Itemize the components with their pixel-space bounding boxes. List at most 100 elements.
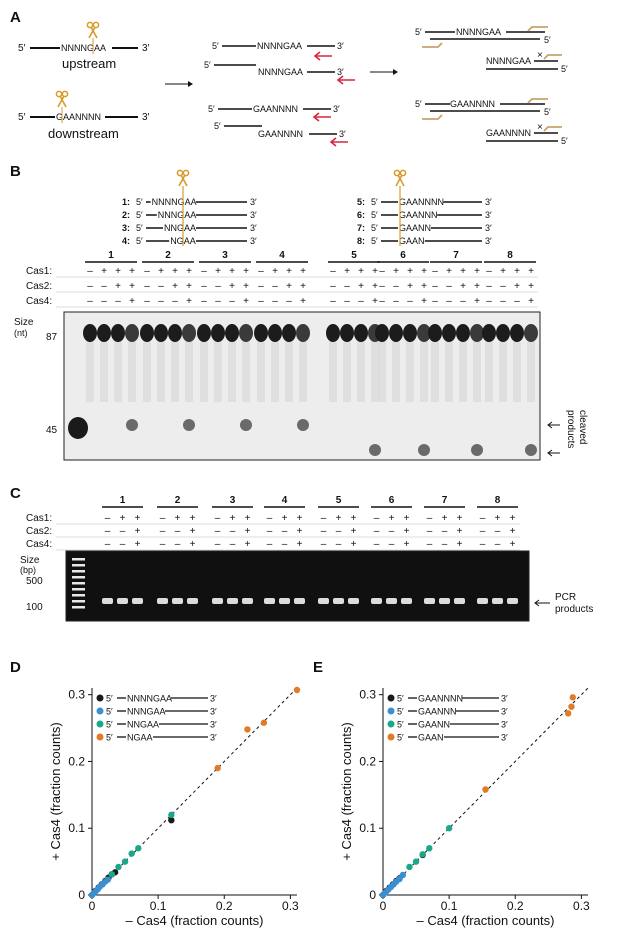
lane-sign: – [389, 539, 395, 550]
gel-band [126, 419, 138, 431]
data-point [168, 811, 175, 819]
pcr-band [424, 598, 435, 604]
gel-smear [171, 342, 179, 402]
lane-sign: + [229, 266, 235, 277]
lane-sign: – [358, 296, 364, 307]
lane-sign: – [215, 296, 221, 307]
data-point [445, 825, 453, 832]
lane-sign: + [457, 526, 463, 537]
data-point [419, 851, 426, 858]
gel-band [268, 324, 282, 342]
size-label: Size [14, 317, 34, 328]
gel-smear [271, 342, 279, 402]
identity-line [91, 687, 298, 896]
legend-marker [387, 694, 395, 702]
gel-smear [343, 342, 351, 402]
lane-sign: – [486, 266, 492, 277]
y-tick-label: 0.1 [68, 821, 85, 835]
lane-sign: – [267, 526, 273, 537]
group-label: 8 [495, 495, 501, 506]
gel-smear [242, 342, 250, 402]
data-point [244, 726, 251, 733]
gel-band [240, 419, 252, 431]
three-prime-label: 3′ [250, 210, 257, 220]
pcr-band [227, 598, 238, 604]
lane-sign: – [379, 296, 385, 307]
pcr-band [294, 598, 305, 604]
gel-band [97, 324, 111, 342]
panel-b: B 1: 5′ NNNNGAA 3′ 2: 5′ NNNGAA 3′ 3: 5′ NNGAA 3′ 4:… [10, 163, 588, 461]
gel-smear [285, 342, 293, 402]
lane-sign: + [372, 281, 378, 292]
gel-smear [459, 342, 467, 402]
lane-sign: – [330, 281, 336, 292]
gel-smear [378, 342, 386, 402]
group-label: 2 [165, 250, 171, 261]
data-point [569, 694, 576, 701]
pcr-scheme-upstream: 5′ NNNNGAA 5′ NNNNGAA 5′ × [415, 26, 568, 74]
group-label: 2 [175, 495, 181, 506]
legend-three-prime: 3′ [210, 694, 217, 704]
legend-five-prime: 5′ [397, 707, 404, 717]
lane-sign: – [105, 513, 111, 524]
lane-sign: – [336, 539, 342, 550]
lane-sign: + [115, 266, 121, 277]
lane-sign: + [510, 513, 516, 524]
gel-band [482, 324, 496, 342]
lane-sign: – [432, 281, 438, 292]
lane-sign: + [282, 513, 288, 524]
gel-band [182, 324, 196, 342]
gel-band [354, 324, 368, 342]
lane-sign: – [172, 296, 178, 307]
lane-sign: – [267, 539, 273, 550]
sequence-label: NNNNGAA [456, 27, 501, 37]
step-arrow [165, 81, 193, 87]
lane-sign: – [374, 513, 380, 524]
pcr-band [477, 598, 488, 604]
sequence-label: NNNGAA [158, 210, 197, 220]
lane-sign: – [427, 539, 433, 550]
legend-entry: NNGAA [127, 720, 159, 730]
group-label: 1 [108, 250, 114, 261]
lane-sign: – [282, 526, 288, 537]
substrate-number: 2: [122, 210, 130, 220]
pcr-band [172, 598, 183, 604]
lane-sign: + [358, 266, 364, 277]
lane-sign: – [158, 296, 164, 307]
lane-sign: + [215, 266, 221, 277]
cleaved-products-arrow [547, 421, 560, 457]
substrate-number: 8: [357, 236, 365, 246]
lane-sign: – [101, 281, 107, 292]
y-tick-label: 0.3 [359, 688, 376, 702]
lane-sign: – [160, 539, 166, 550]
lane-sign: + [190, 526, 196, 537]
gel-band [254, 324, 268, 342]
sequence-label: NNNNGAA [61, 43, 106, 53]
lane-conditions: Cas1:Cas2:Cas4:1– + + +– – + +– – – +2– + + +– – + +– – –… [26, 250, 538, 308]
size-unit: (bp) [20, 565, 36, 575]
x-tick-label: 0.3 [573, 899, 590, 913]
gel-smear [499, 342, 507, 402]
lane-sign: + [457, 539, 463, 550]
lane-sign: – [160, 526, 166, 537]
primer-arrow-icon [422, 98, 562, 132]
marker-87: 87 [46, 332, 58, 343]
x-tick-label: 0.3 [282, 899, 299, 913]
scissors-icon [86, 21, 100, 39]
gel-smear [473, 342, 481, 402]
gel-band [296, 324, 310, 342]
blocked-mark: × [537, 122, 543, 133]
lane-sign: – [215, 539, 221, 550]
lane-sign: – [215, 281, 221, 292]
gel-bands [72, 558, 518, 609]
downstream-caption: downstream [48, 126, 119, 141]
lane-sign: + [460, 281, 466, 292]
lane-sign: – [158, 281, 164, 292]
legend-entry: GAANN [418, 720, 450, 730]
lane-sign: – [282, 539, 288, 550]
lane-sign: + [129, 296, 135, 307]
lane-sign: – [272, 281, 278, 292]
legend-five-prime: 5′ [397, 720, 404, 730]
legend-three-prime: 3′ [210, 707, 217, 717]
ladder-band [72, 576, 85, 579]
